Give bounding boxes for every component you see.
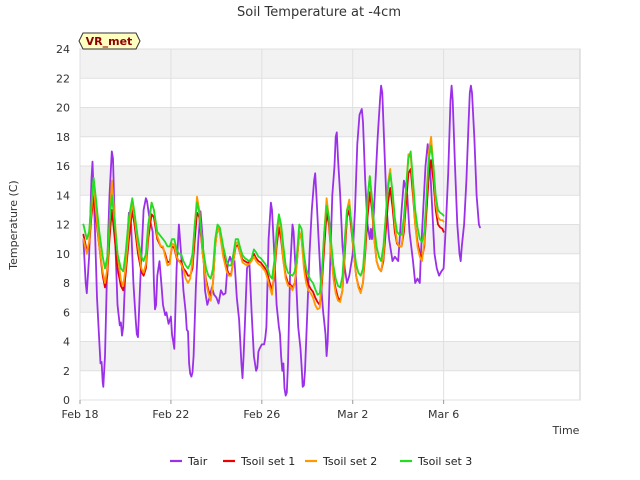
legend-entry: Tsoil set 3 <box>417 455 472 468</box>
background-band <box>80 107 580 137</box>
legend-entry: Tair <box>187 455 208 468</box>
y-tick-label: 18 <box>56 131 70 144</box>
station-badge-label: VR_met <box>86 35 133 48</box>
background-band <box>80 312 580 342</box>
legend-entry: Tsoil set 2 <box>322 455 377 468</box>
y-tick-label: 0 <box>63 394 70 407</box>
y-tick-label: 20 <box>56 102 70 115</box>
x-tick-label: Mar 6 <box>428 408 459 421</box>
legend-entry: Tsoil set 1 <box>240 455 295 468</box>
background-band <box>80 78 580 108</box>
background-band <box>80 166 580 196</box>
x-tick-label: Mar 2 <box>337 408 368 421</box>
y-tick-label: 14 <box>56 189 70 202</box>
series-lines <box>82 84 481 397</box>
x-tick-label: Feb 22 <box>152 408 189 421</box>
station-badge: VR_met <box>78 32 141 50</box>
y-tick-label: 2 <box>63 365 70 378</box>
y-gridlines <box>80 48 580 401</box>
y-tick-label: 16 <box>56 160 70 173</box>
y-tick-label: 8 <box>63 277 70 290</box>
y-tick-label: 10 <box>56 248 70 261</box>
x-tick-label: Feb 18 <box>62 408 99 421</box>
background-band <box>80 136 580 166</box>
y-axis-label: Temperature (C) <box>7 180 20 270</box>
x-tick-labels: Feb 18 Feb 22 Feb 26 Mar 2 Mar 6 <box>62 408 460 421</box>
background-band <box>80 370 580 400</box>
series-line <box>82 144 445 296</box>
y-tick-label: 22 <box>56 72 70 85</box>
x-gridlines <box>79 49 445 404</box>
chart-title: Soil Temperature at -4cm <box>237 5 401 20</box>
legend: Tair Tsoil set 1 Tsoil set 2 Tsoil set 3 <box>170 455 472 468</box>
background-band <box>80 49 580 79</box>
x-axis-label: Time <box>552 424 580 437</box>
y-tick-label: 12 <box>56 219 70 232</box>
y-tick-label: 6 <box>63 306 70 319</box>
background-band <box>80 341 580 371</box>
x-tick-label: Feb 26 <box>243 408 280 421</box>
y-tick-label: 24 <box>56 43 70 56</box>
y-tick-label: 4 <box>63 336 70 349</box>
